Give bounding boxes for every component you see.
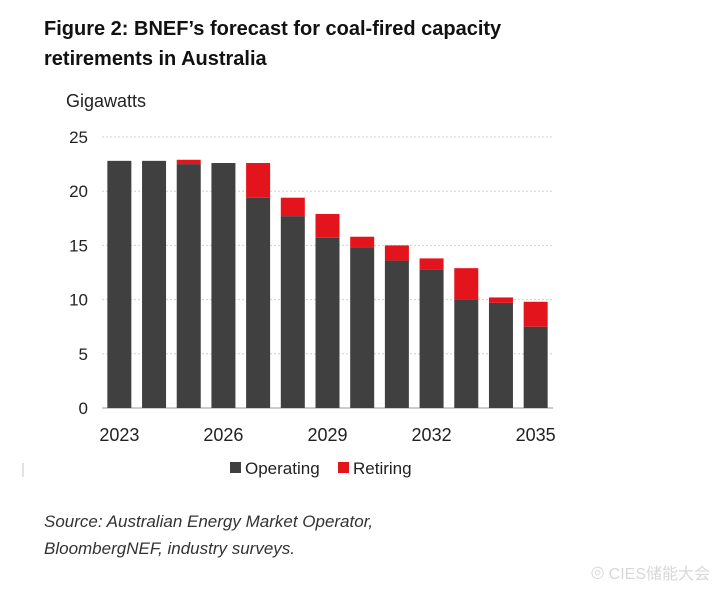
y-tick-label: 20 [69, 182, 88, 201]
x-tick-label: 2035 [516, 425, 556, 445]
x-tick-label: 2023 [99, 425, 139, 445]
bar-operating-2024 [142, 160, 167, 408]
bar-operating-2023 [107, 160, 132, 408]
bar-operating-2035 [523, 326, 548, 408]
bar-retiring-2027 [246, 163, 271, 198]
bar-operating-2034 [488, 302, 513, 408]
y-tick-label: 25 [69, 128, 88, 147]
figure-title-line-1: Figure 2: BNEF’s forecast for coal-fired… [44, 18, 502, 40]
y-axis-label: Gigawatts [66, 91, 146, 111]
y-tick-label: 15 [69, 236, 88, 255]
weibo-icon: ◎ [590, 564, 605, 581]
y-tick-label: 0 [79, 399, 88, 418]
bar-operating-2030 [350, 247, 375, 408]
legend-label-operating: Operating [245, 459, 320, 478]
bar-operating-2032 [419, 269, 444, 408]
bar-retiring-2028 [280, 197, 305, 217]
bar-retiring-2033 [454, 268, 479, 300]
figure-title-line-2: retirements in Australia [44, 48, 267, 70]
bar-operating-2025 [176, 164, 201, 408]
x-tick-label: 2026 [203, 425, 243, 445]
stacked-bar-chart: Gigawatts 0 5 10 15 20 25 2023 2026 2029 2032 2035 O… [66, 91, 556, 478]
bar-retiring-2032 [419, 258, 444, 270]
legend-label-retiring: Retiring [353, 459, 412, 478]
legend-swatch-operating [230, 462, 241, 473]
bar-retiring-2031 [384, 245, 409, 261]
y-tick-label: 10 [69, 291, 88, 310]
watermark-text: CIES储能大会 [608, 566, 710, 583]
x-tick-label: 2029 [307, 425, 347, 445]
bar-operating-2031 [384, 260, 409, 408]
bar-operating-2027 [246, 197, 271, 408]
legend-swatch-retiring [338, 462, 349, 473]
source-line-2: BloombergNEF, industry surveys. [44, 539, 296, 558]
watermark: ◎ CIES储能大会 [591, 560, 710, 584]
bar-retiring-2035 [523, 301, 548, 327]
edge-mark [22, 463, 24, 477]
bar-retiring-2025 [176, 159, 201, 165]
bar-operating-2029 [315, 237, 340, 408]
x-tick-label: 2032 [412, 425, 452, 445]
y-tick-label: 5 [79, 345, 88, 364]
bar-retiring-2029 [315, 213, 340, 238]
bar-operating-2026 [211, 163, 236, 408]
bar-retiring-2034 [488, 297, 513, 303]
bar-operating-2033 [454, 299, 479, 408]
figure-title: Figure 2: BNEF’s forecast for coal-fired… [44, 14, 664, 74]
bar-retiring-2030 [350, 236, 375, 248]
source-note: Source: Australian Energy Market Operato… [44, 508, 604, 562]
bar-operating-2028 [280, 216, 305, 408]
source-line-1: Source: Australian Energy Market Operato… [44, 512, 374, 531]
